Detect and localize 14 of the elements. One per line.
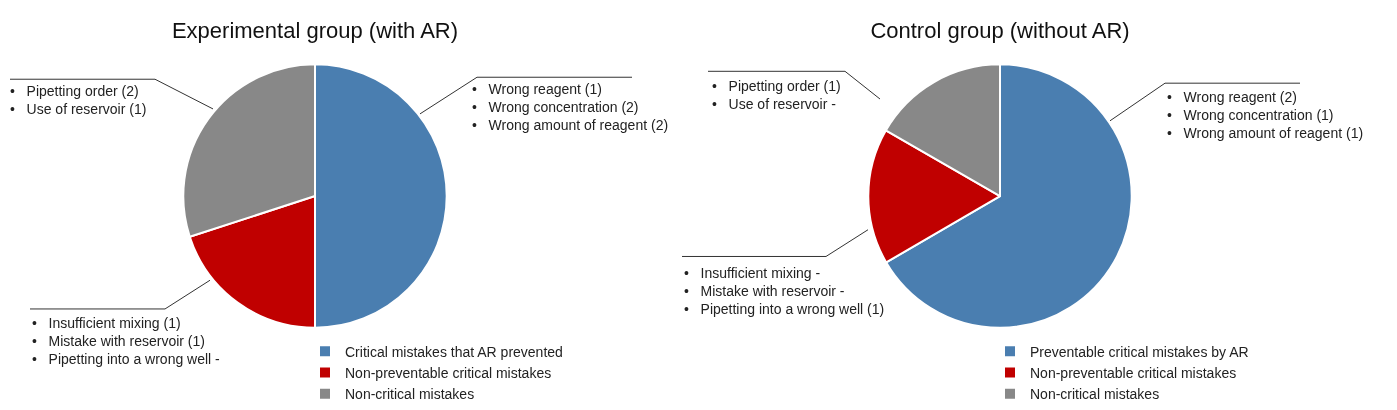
legend-label: Non-critical mistakes xyxy=(1030,386,1160,403)
text: • Insufficient mixing - • Mistake with reservoir - • Pipetting into a wrong well (1) xyxy=(684,265,885,318)
text: • Wrong reagent (1) • Wrong concentration (2) • Wrong amount of reagent (2) xyxy=(472,81,669,134)
legend-label: Non-preventable critical mistakes xyxy=(345,364,552,381)
legend-label: Preventable critical mistakes by AR xyxy=(1030,343,1249,360)
legend-label: Non-critical mistakes xyxy=(345,386,475,403)
text: • Insufficient mixing (1) • Mistake with reservoir (1) • Pipetting into a wrong well - xyxy=(32,315,221,368)
text: • Pipetting order (2) • Use of reservoir (1) xyxy=(10,83,147,118)
text: • Wrong reagent (2) • Wrong concentration (1) • Wrong amount of reagent (1) xyxy=(1167,89,1364,142)
legend-label: Non-preventable critical mistakes xyxy=(1030,364,1237,381)
text: • Pipetting order (1) • Use of reservoir - xyxy=(712,78,841,113)
legend-label: Critical mistakes that AR prevented xyxy=(345,343,563,360)
chart-title: Experimental group (with AR) xyxy=(171,17,459,43)
chart-title: Control group (without AR) xyxy=(870,17,1130,43)
